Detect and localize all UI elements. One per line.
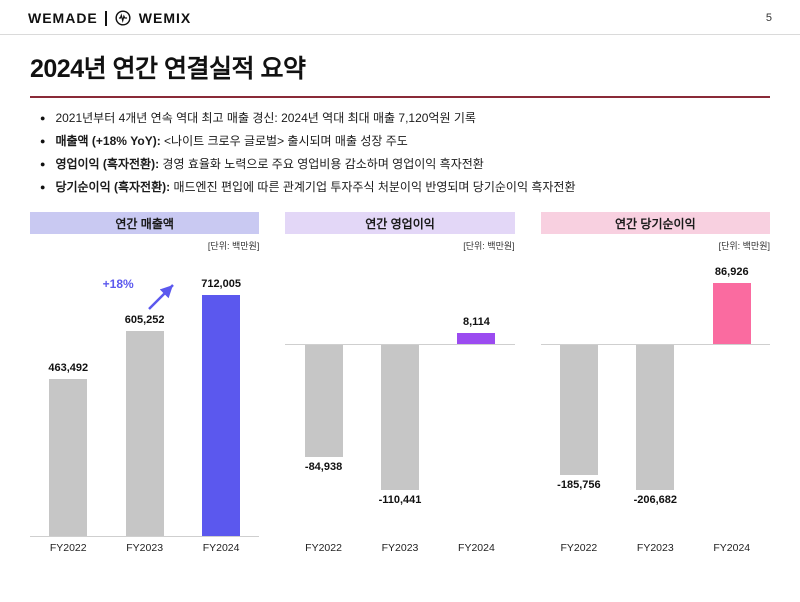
x-axis-label: FY2024 <box>458 542 495 554</box>
wemix-waveform-icon <box>114 9 132 27</box>
growth-arrow-icon <box>145 278 183 319</box>
chart-title-revenue: 연간 매출액 <box>30 212 260 234</box>
bullet-dot: ● <box>40 159 46 169</box>
bar-value-label: -185,756 <box>557 479 601 492</box>
bullet-dot: ● <box>40 182 46 192</box>
slide-content: 2024년 연간 연결실적 요약 ● 2021년부터 4개년 연속 역대 최고 … <box>0 35 800 554</box>
chart-bar-fy2024 <box>712 283 751 344</box>
chart-bar-fy2022 <box>49 379 88 536</box>
page-number: 5 <box>765 12 772 24</box>
unit-label: [단위: 백만원] <box>463 241 515 251</box>
bullet-dot: ● <box>40 113 46 123</box>
chart-title-operating-profit: 연간 영업이익 <box>285 212 515 234</box>
bar-value-label: -84,938 <box>304 460 343 473</box>
charts-row: 연간 매출액 [단위: 백만원] 463,492 605,252 712,005 +1… <box>30 212 770 554</box>
bar-value-label: 463,492 <box>48 362 89 375</box>
chart-bar-fy2023 <box>380 345 419 490</box>
x-axis-line <box>30 536 260 537</box>
x-axis-line <box>540 344 770 345</box>
bar-value-label: -206,682 <box>633 494 678 506</box>
growth-annotation: +18% <box>102 277 134 291</box>
summary-bullet-list: ● 2021년부터 4개년 연속 역대 최고 매출 경신: 2024년 역대 최… <box>30 111 770 195</box>
x-axis-labels: FY2022 FY2023 FY2024 <box>285 542 514 554</box>
chart-panel-revenue: 연간 매출액 [단위: 백만원] 463,492 605,252 712,005 +1… <box>30 212 260 554</box>
bar-value-label: 605,252 <box>124 314 165 327</box>
chart-plot-operating-profit: -84,938 -110,441 8,114 <box>285 252 515 537</box>
x-axis-label: FY2023 <box>381 542 419 554</box>
bullet-text: 매출액 (+18% YoY): <나이트 크로우 글로벌> 출시되며 매출 성장… <box>55 134 408 148</box>
chart-bar-fy2022 <box>304 345 343 457</box>
x-axis-line <box>285 344 515 345</box>
chart-title-net-income: 연간 당기순이익 <box>540 212 770 234</box>
x-axis-labels: FY2022 FY2023 FY2024 <box>30 542 259 554</box>
x-axis-label: FY2023 <box>636 542 674 554</box>
wemade-logo-text: WEMADE <box>28 10 98 26</box>
x-axis-label: FY2024 <box>202 542 240 554</box>
x-axis-label: FY2024 <box>713 542 751 554</box>
x-axis-labels: FY2022 FY2023 FY2024 <box>541 542 770 554</box>
wemix-logo-text: WEMIX <box>138 10 192 26</box>
wemade-wemix-logo: WEMADE WEMIX <box>28 9 191 27</box>
bar-value-label: 8,114 <box>462 316 490 329</box>
bar-value-label: 712,005 <box>201 278 241 290</box>
chart-bar-fy2022 <box>559 345 598 476</box>
x-axis-label: FY2023 <box>126 542 164 554</box>
bullet-net-income: ● 당기순이익 (흑자전환): 매드엔진 편입에 따른 관계기업 투자주식 처분… <box>40 180 770 195</box>
page-title: 2024년 연간 연결실적 요약 <box>30 55 306 83</box>
chart-plot-net-income: -185,756 -206,682 86,926 <box>540 252 770 537</box>
unit-label: [단위: 백만원] <box>718 241 770 251</box>
chart-bar-fy2023 <box>125 331 164 536</box>
x-axis-label: FY2022 <box>49 542 87 554</box>
logo-divider <box>104 10 107 26</box>
x-axis-label: FY2022 <box>305 542 342 554</box>
bullet-text: 2021년부터 4개년 연속 역대 최고 매출 경신: 2024년 역대 최대 … <box>55 111 476 125</box>
bullet-text: 당기순이익 (흑자전환): 매드엔진 편입에 따른 관계기업 투자주식 처분이익… <box>55 180 576 194</box>
chart-panel-operating-profit: 연간 영업이익 [단위: 백만원] -84,938 -110,441 8,114 F… <box>285 212 515 554</box>
chart-panel-net-income: 연간 당기순이익 [단위: 백만원] -185,756 -206,682 86,92… <box>540 212 770 554</box>
top-bar: WEMADE WEMIX 5 <box>0 0 800 35</box>
bullet-dot: ● <box>40 136 46 146</box>
bullet-text: 영업이익 (흑자전환): 경영 효율화 노력으로 주요 영업비용 감소하며 영업… <box>55 157 484 171</box>
bullet-revenue-growth: ● 매출액 (+18% YoY): <나이트 크로우 글로벌> 출시되며 매출 … <box>40 134 770 149</box>
bar-value-label: 86,926 <box>714 266 749 279</box>
chart-plot-revenue: 463,492 605,252 712,005 +18% <box>30 252 260 537</box>
chart-bar-fy2024 <box>457 333 496 344</box>
x-axis-label: FY2022 <box>560 542 598 554</box>
bullet-revenue-record: ● 2021년부터 4개년 연속 역대 최고 매출 경신: 2024년 역대 최… <box>40 111 770 126</box>
chart-bar-fy2023 <box>636 345 675 490</box>
title-underline <box>30 96 770 98</box>
bullet-operating-profit: ● 영업이익 (흑자전환): 경영 효율화 노력으로 주요 영업비용 감소하며 … <box>40 157 770 172</box>
unit-label: [단위: 백만원] <box>207 241 260 251</box>
chart-bar-fy2024 <box>202 295 241 536</box>
bar-value-label: -110,441 <box>378 494 422 506</box>
